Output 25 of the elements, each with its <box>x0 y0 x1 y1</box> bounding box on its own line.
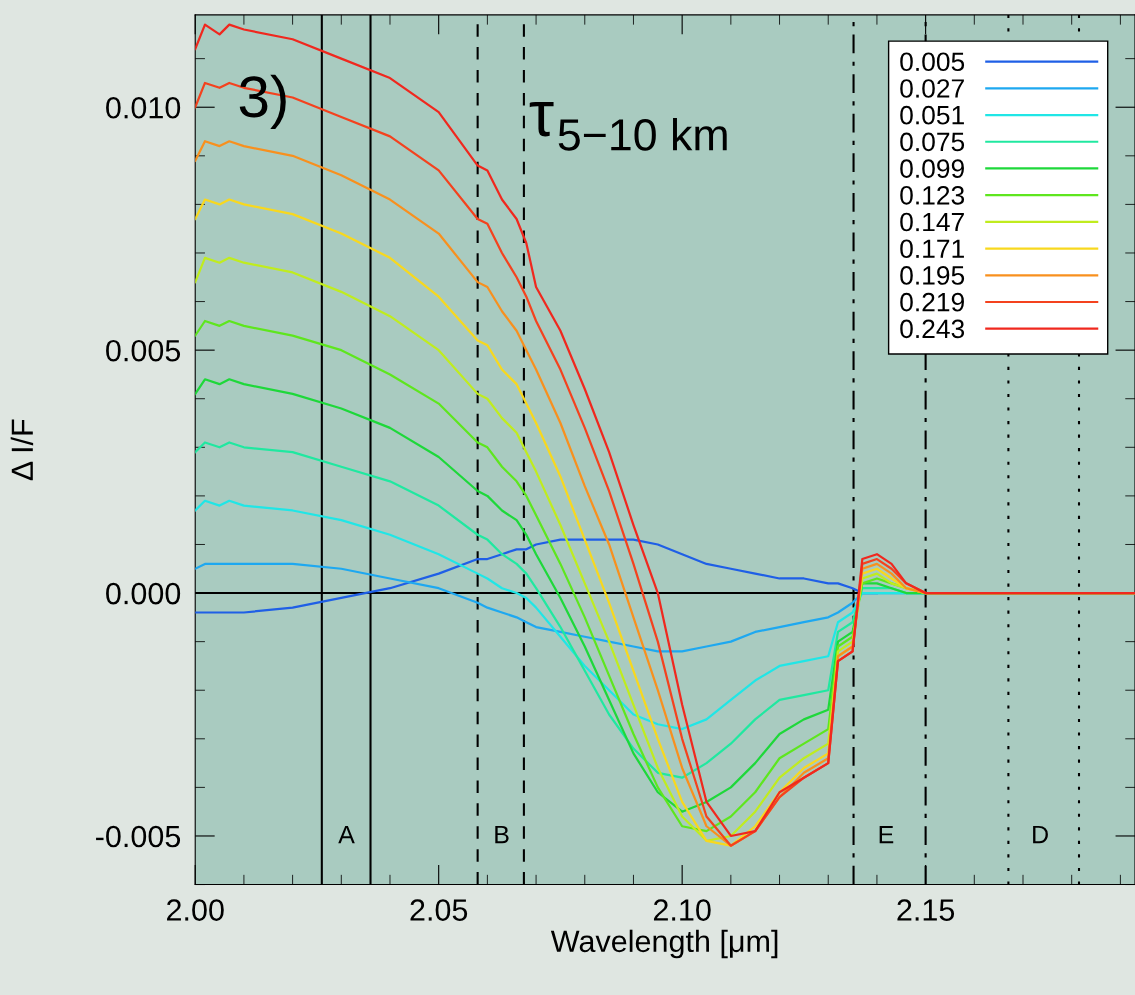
x-tick-label: 2.05 <box>410 899 468 921</box>
legend-label: 0.195 <box>900 266 965 285</box>
legend-label: 0.147 <box>900 212 964 232</box>
legend-label: 0.219 <box>900 292 964 312</box>
y-tick-label: -0.005 <box>96 825 181 848</box>
annotation: A <box>338 825 355 844</box>
y-tick-label: 0.000 <box>106 582 181 605</box>
x-tick-label: 2.15 <box>897 899 955 921</box>
legend-label: 0.051 <box>900 105 964 125</box>
annotation: D <box>1033 825 1048 844</box>
legend-label: 0.243 <box>900 319 965 339</box>
legend-label: 0.075 <box>900 132 965 152</box>
legend-label: 0.171 <box>900 239 964 259</box>
legend-label: 0.005 <box>900 52 965 72</box>
y-tick-label: 0.005 <box>106 339 181 362</box>
legend-label: 0.123 <box>900 185 965 205</box>
annotation: E <box>879 825 894 844</box>
x-tick-label: 2.10 <box>653 899 711 921</box>
x-tick-label: 2.00 <box>167 899 224 921</box>
legend-label: 0.099 <box>900 159 964 178</box>
annotation: B <box>495 825 509 844</box>
y-tick-label: 0.010 <box>106 96 181 119</box>
x-axis-title: Wavelength [μm] <box>550 929 778 959</box>
y-axis-title: Δ I/F <box>10 419 34 481</box>
legend-label: 0.027 <box>900 79 964 98</box>
